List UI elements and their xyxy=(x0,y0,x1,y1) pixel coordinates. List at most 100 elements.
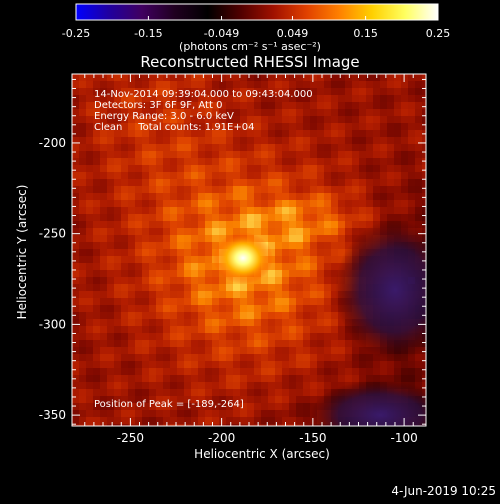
image-cell xyxy=(359,95,366,102)
image-cell xyxy=(93,81,100,88)
image-cell xyxy=(72,200,79,207)
image-cell xyxy=(205,88,212,95)
image-cell xyxy=(254,95,261,102)
image-cell xyxy=(170,333,177,340)
image-cell xyxy=(121,333,128,340)
image-cell xyxy=(261,116,268,123)
image-cell xyxy=(79,102,86,109)
image-cell xyxy=(205,207,212,214)
image-cell xyxy=(373,137,380,144)
image-cell xyxy=(226,200,233,207)
image-cell xyxy=(415,74,422,81)
image-cell xyxy=(268,123,275,130)
image-cell xyxy=(149,109,156,116)
image-cell xyxy=(359,186,366,193)
image-cell xyxy=(303,340,310,347)
image-cell xyxy=(275,298,282,305)
image-cell xyxy=(282,144,289,151)
image-cell xyxy=(177,95,184,102)
image-cell xyxy=(219,417,226,424)
image-cell xyxy=(184,396,191,403)
image-cell xyxy=(359,214,366,221)
image-cell xyxy=(142,137,149,144)
image-cell xyxy=(310,270,317,277)
image-cell xyxy=(408,375,415,382)
image-cell xyxy=(149,144,156,151)
image-cell xyxy=(191,151,198,158)
image-cell xyxy=(128,333,135,340)
image-cell xyxy=(219,172,226,179)
image-cell xyxy=(282,417,289,424)
image-cell xyxy=(254,137,261,144)
image-cell xyxy=(345,375,352,382)
image-cell xyxy=(72,249,79,256)
image-cell xyxy=(415,375,422,382)
image-cell xyxy=(86,88,93,95)
image-cell xyxy=(100,95,107,102)
image-cell xyxy=(100,263,107,270)
image-cell xyxy=(177,123,184,130)
image-cell xyxy=(135,333,142,340)
image-cell xyxy=(408,151,415,158)
image-cell xyxy=(268,116,275,123)
image-cell xyxy=(177,291,184,298)
image-cell xyxy=(387,109,394,116)
image-cell xyxy=(93,186,100,193)
image-cell xyxy=(93,368,100,375)
image-cell xyxy=(268,214,275,221)
image-cell xyxy=(114,179,121,186)
image-cell xyxy=(352,214,359,221)
image-cell xyxy=(128,354,135,361)
image-cell xyxy=(72,186,79,193)
image-cell xyxy=(219,368,226,375)
image-cell xyxy=(282,326,289,333)
image-cell xyxy=(198,284,205,291)
image-cell xyxy=(240,144,247,151)
image-cell xyxy=(114,200,121,207)
image-cell xyxy=(408,179,415,186)
image-cell xyxy=(128,298,135,305)
image-cell xyxy=(226,123,233,130)
image-cell xyxy=(128,368,135,375)
image-cell xyxy=(317,102,324,109)
image-cell xyxy=(282,284,289,291)
image-cell xyxy=(170,263,177,270)
image-cell xyxy=(142,242,149,249)
image-cell xyxy=(205,256,212,263)
image-cell xyxy=(212,144,219,151)
image-cell xyxy=(240,102,247,109)
image-cell xyxy=(303,375,310,382)
image-cell xyxy=(422,137,426,144)
image-cell xyxy=(380,200,387,207)
image-cell xyxy=(219,305,226,312)
image-cell xyxy=(177,102,184,109)
image-cell xyxy=(254,200,261,207)
image-cell xyxy=(114,88,121,95)
image-cell xyxy=(100,221,107,228)
image-cell xyxy=(324,298,331,305)
image-cell xyxy=(289,130,296,137)
image-cell xyxy=(170,298,177,305)
image-cell xyxy=(282,200,289,207)
image-cell xyxy=(198,102,205,109)
image-cell xyxy=(170,305,177,312)
image-cell xyxy=(331,81,338,88)
image-cell xyxy=(114,137,121,144)
image-cell xyxy=(212,172,219,179)
image-cell xyxy=(198,291,205,298)
image-cell xyxy=(93,158,100,165)
image-cell xyxy=(282,319,289,326)
image-cell xyxy=(331,172,338,179)
image-cell xyxy=(366,151,373,158)
image-cell xyxy=(107,109,114,116)
negative-region-bottom xyxy=(310,380,426,426)
image-cell xyxy=(212,291,219,298)
image-cell xyxy=(331,312,338,319)
image-cell xyxy=(170,235,177,242)
image-cell xyxy=(366,354,373,361)
image-cell xyxy=(72,270,79,277)
image-cell xyxy=(352,137,359,144)
image-cell xyxy=(303,347,310,354)
image-cell xyxy=(128,165,135,172)
image-cell xyxy=(156,333,163,340)
